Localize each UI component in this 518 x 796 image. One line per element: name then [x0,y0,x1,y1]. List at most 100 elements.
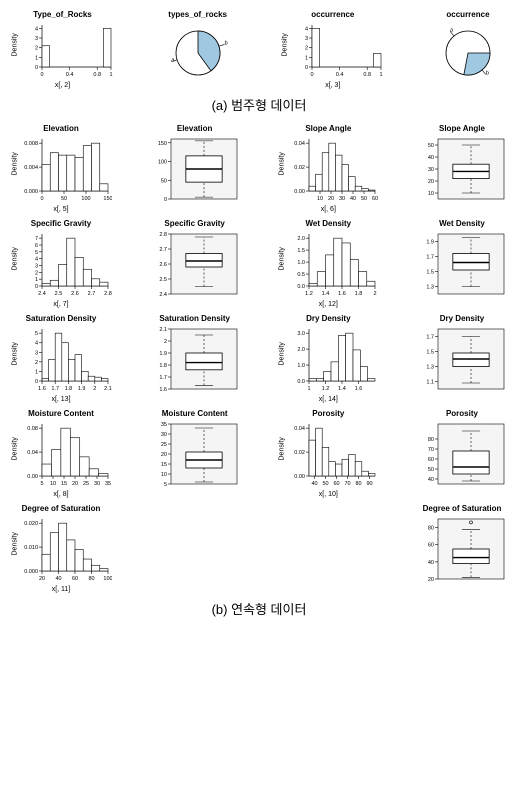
svg-text:15: 15 [61,481,67,487]
svg-text:15: 15 [161,462,167,468]
svg-text:50: 50 [161,178,167,184]
chart-cell: Elevation050100150 [149,124,241,213]
svg-text:1.0: 1.0 [298,260,306,266]
svg-text:3.0: 3.0 [298,331,306,337]
chart-cell: PorosityDensity0.000.020.04405060708090x… [277,409,379,498]
svg-text:60: 60 [428,543,434,549]
svg-text:25: 25 [83,481,89,487]
svg-text:20: 20 [161,452,167,458]
chart-cell: Saturation Density1.61.71.81.922.1 [149,314,241,403]
x-axis-label: x[, 5] [53,206,68,213]
y-axis-label: Density [282,46,289,56]
chart-title: Dry Density [440,314,484,323]
x-axis-label: x[, 2] [55,82,70,89]
svg-text:2: 2 [374,291,377,297]
continuous-row: Saturation DensityDensity0123451.61.71.8… [10,314,508,403]
svg-text:1.5: 1.5 [426,350,434,356]
svg-text:10: 10 [50,481,56,487]
svg-text:30: 30 [94,481,100,487]
svg-text:0.02: 0.02 [295,450,306,456]
box-plot: 1020304050 [416,135,508,205]
chart-cell: Degree of Saturation20406080 [416,504,508,593]
svg-text:1.3: 1.3 [426,365,434,371]
svg-text:5: 5 [35,331,38,337]
svg-text:0: 0 [164,197,167,203]
svg-text:1.9: 1.9 [426,240,434,246]
svg-text:40: 40 [350,196,356,202]
chart-title: Slope Angle [305,124,351,133]
svg-text:0.008: 0.008 [24,141,38,147]
svg-text:35: 35 [105,481,111,487]
chart-title: occurrence [311,10,354,19]
chart-title: Porosity [446,409,478,418]
svg-text:0: 0 [35,65,38,71]
svg-text:1.6: 1.6 [355,386,363,392]
svg-text:30: 30 [339,196,345,202]
svg-text:0.8: 0.8 [364,72,372,78]
chart-cell: Specific Gravity2.42.52.62.72.8 [149,219,241,308]
svg-text:2.5: 2.5 [159,277,167,283]
y-axis-label: Density [279,260,286,270]
svg-text:0.000: 0.000 [24,569,38,575]
svg-text:4: 4 [35,341,38,347]
chart-title: Slope Angle [439,124,485,133]
svg-text:0.8: 0.8 [93,72,101,78]
chart-cell: Specific GravityDensity012345672.42.52.6… [10,219,112,308]
svg-text:2.4: 2.4 [38,291,46,297]
svg-text:2: 2 [93,386,96,392]
svg-text:3: 3 [35,263,38,269]
chart-title: Saturation Density [26,314,97,323]
svg-text:25: 25 [161,442,167,448]
svg-text:0.0: 0.0 [298,379,306,385]
box-plot: 1.61.71.81.922.1 [149,325,241,395]
svg-text:2.8: 2.8 [159,232,167,238]
chart-title: Degree of Saturation [22,504,101,513]
x-axis-label: x[, 10] [319,491,338,498]
svg-text:4: 4 [305,26,308,32]
hist-plot: 0123451.61.71.81.922.1 [20,325,112,395]
svg-text:1: 1 [35,55,38,61]
svg-text:100: 100 [157,160,166,166]
y-axis-label: Density [279,165,286,175]
svg-text:2.8: 2.8 [104,291,112,297]
svg-text:20: 20 [428,577,434,583]
svg-text:1.0: 1.0 [298,363,306,369]
y-axis-label: Density [12,355,19,365]
svg-text:40: 40 [428,477,434,483]
x-axis-label: x[, 6] [321,206,336,213]
svg-text:5: 5 [40,481,43,487]
svg-text:0.000: 0.000 [24,189,38,195]
svg-text:0.00: 0.00 [295,189,306,195]
svg-text:1.4: 1.4 [338,386,346,392]
chart-cell: types_of_rocksba [158,10,238,89]
svg-text:b: b [224,40,227,46]
svg-text:60: 60 [72,576,78,582]
svg-text:0.04: 0.04 [295,426,306,432]
svg-text:2.7: 2.7 [88,291,96,297]
continuous-row: Moisture ContentDensity0.000.040.0851015… [10,409,508,498]
chart-title: types_of_rocks [168,10,227,19]
svg-text:80: 80 [428,437,434,443]
svg-text:2.6: 2.6 [159,262,167,268]
svg-text:1.7: 1.7 [159,375,167,381]
chart-title: Degree of Saturation [423,504,502,513]
svg-text:4: 4 [35,257,38,263]
svg-text:0.4: 0.4 [66,72,74,78]
chart-title: occurrence [446,10,489,19]
box-plot: 4050607080 [416,420,508,490]
hist-plot: 0.0000.0040.008050100150 [20,135,112,205]
svg-text:6: 6 [35,243,38,249]
svg-text:1.5: 1.5 [426,270,434,276]
svg-text:2: 2 [164,339,167,345]
svg-text:60: 60 [334,481,340,487]
x-axis-label: x[, 3] [325,82,340,89]
chart-title: Moisture Content [28,409,94,418]
svg-text:1.9: 1.9 [159,351,167,357]
chart-title: Saturation Density [159,314,230,323]
svg-text:0: 0 [35,284,38,290]
svg-text:1.4: 1.4 [322,291,330,297]
svg-text:1.8: 1.8 [65,386,73,392]
chart-cell: Wet DensityDensity0.00.51.01.52.01.21.41… [277,219,379,308]
svg-text:b: b [486,71,489,77]
svg-text:40: 40 [55,576,61,582]
